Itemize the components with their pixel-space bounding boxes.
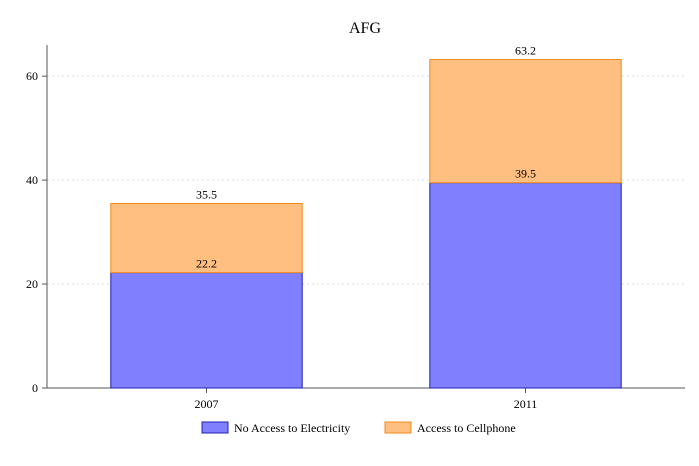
legend: No Access to Electricity Access to Cellph… <box>201 421 516 435</box>
bar-segment <box>429 59 622 184</box>
legend-swatch <box>384 421 412 434</box>
y-tick-label: 60 <box>26 69 38 83</box>
data-labels: 22.2 35.5 39.5 63.2 <box>196 44 536 271</box>
y-tick-label: 40 <box>26 173 38 187</box>
y-tick-label: 0 <box>32 381 38 395</box>
bar-segment <box>110 203 303 274</box>
data-label: 63.2 <box>515 44 536 58</box>
data-label: 35.5 <box>196 188 217 202</box>
legend-swatch <box>201 421 229 434</box>
data-label: 22.2 <box>196 257 217 271</box>
data-label: 39.5 <box>515 167 536 181</box>
chart-title: AFG <box>349 20 381 37</box>
legend-label: Access to Cellphone <box>417 421 516 435</box>
y-tick-label: 20 <box>26 277 38 291</box>
legend-label: No Access to Electricity <box>234 421 350 435</box>
bar-segment <box>429 182 622 389</box>
x-tick-label: 2007 <box>195 397 219 411</box>
x-tick-label: 2011 <box>514 397 538 411</box>
bar-segment <box>110 272 303 389</box>
bars <box>110 59 622 389</box>
